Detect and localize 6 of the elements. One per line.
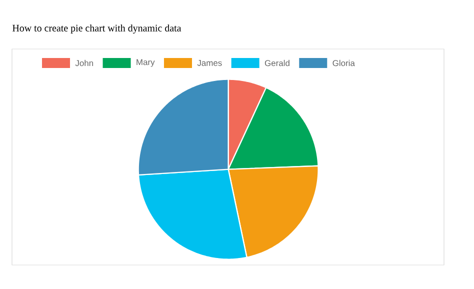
legend-label: John [75,60,94,66]
legend-label: Gerald [264,60,290,66]
legend-label: Mary [136,59,155,67]
legend-label: James [197,60,222,66]
legend-label: Gloria [332,60,355,66]
chart-title: How to create pie chart with dynamic data [12,24,182,34]
